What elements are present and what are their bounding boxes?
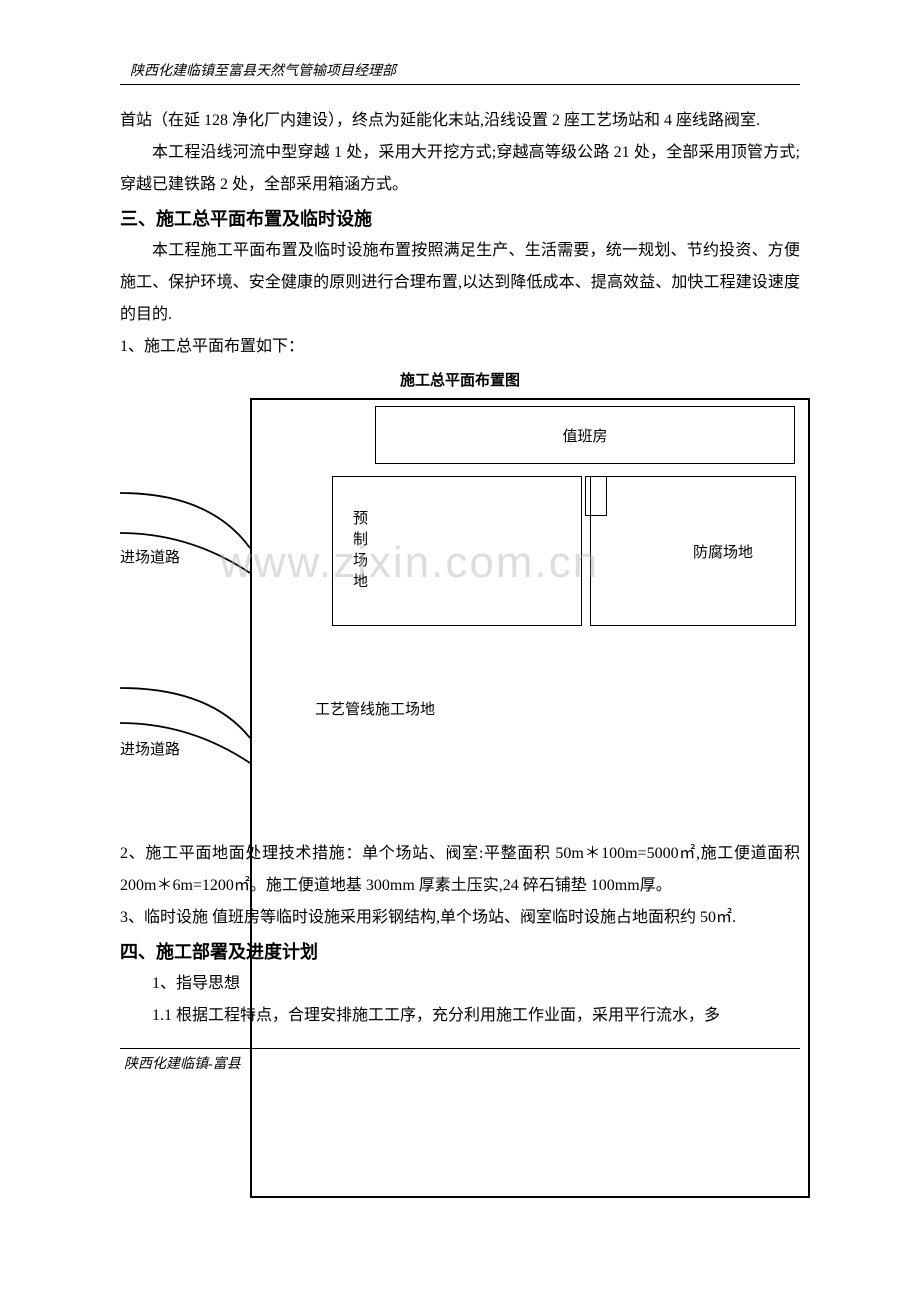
entry-curve-2 — [120, 683, 260, 773]
section-3-title: 三、施工总平面布置及临时设施 — [120, 205, 800, 231]
diagram-title: 施工总平面布置图 — [120, 369, 800, 390]
item-1: 1、施工总平面布置如下： — [120, 331, 800, 363]
entry-curve-1 — [120, 488, 260, 578]
duty-room-box: 值班房 — [375, 406, 795, 464]
duty-room-label: 值班房 — [562, 425, 607, 446]
paragraph-1: 首站（在延 128 净化厂内建设），终点为延能化末站,沿线设置 2 座工艺场站和… — [120, 105, 800, 137]
layout-diagram: 值班房 预制场地 防腐场地 工艺管线施工场地 进场道路 进场道路 www.zix… — [120, 398, 800, 778]
small-box — [585, 476, 607, 516]
prefab-label: 预制场地 — [353, 509, 368, 593]
anticorrosion-label: 防腐场地 — [693, 541, 753, 562]
anticorrosion-box: 防腐场地 — [590, 476, 796, 626]
prefab-box: 预制场地 — [332, 476, 582, 626]
paragraph-2: 本工程沿线河流中型穿越 1 处，采用大开挖方式;穿越高等级公路 21 处，全部采… — [120, 137, 800, 201]
pipeline-area-label: 工艺管线施工场地 — [315, 698, 435, 719]
paragraph-3: 本工程施工平面布置及临时设施布置按照满足生产、生活需要，统一规划、节约投资、方便… — [120, 235, 800, 331]
header-rule — [120, 84, 800, 85]
page-header: 陕西化建临镇至富县天然气管输项目经理部 — [120, 60, 800, 80]
